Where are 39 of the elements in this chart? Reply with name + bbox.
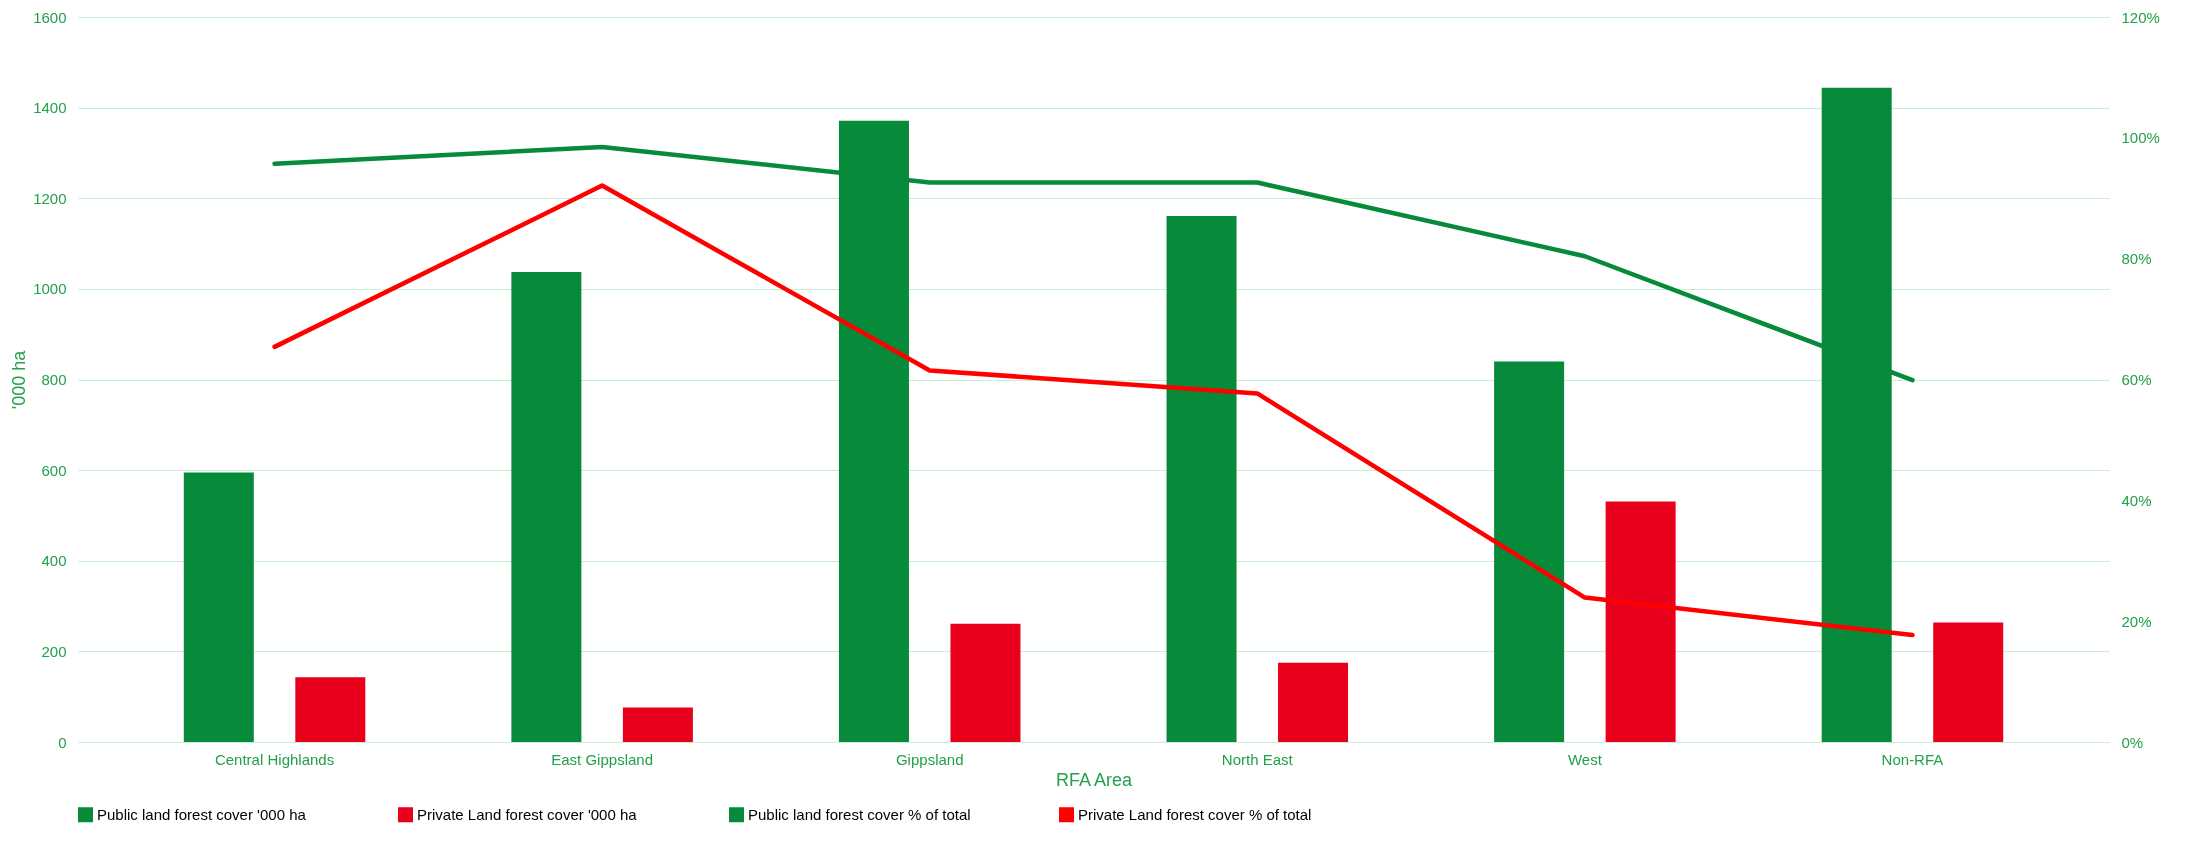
legend-label: Private Land forest cover % of total [1078, 805, 1312, 823]
bar [950, 623, 1021, 742]
y2-tick-label: 80% [2121, 250, 2152, 268]
legend-label: Public land forest cover % of total [748, 805, 971, 823]
bar [1494, 361, 1565, 742]
legend-label: Private Land forest cover '000 ha [417, 805, 638, 823]
x-tick-label: Central Highlands [214, 750, 335, 768]
y-tick-label: 1600 [33, 8, 67, 26]
x-tick-label: Gippsland [895, 750, 964, 768]
y-tick-label: 400 [41, 552, 67, 570]
y-tick-label: 600 [41, 461, 67, 479]
bar [295, 677, 366, 742]
bar [1933, 622, 2004, 742]
y2-tick-label: 120% [2121, 8, 2160, 26]
y-tick-label: 1400 [33, 99, 67, 117]
legend-label: Public land forest cover '000 ha [97, 805, 307, 823]
y2-tick-label: 20% [2121, 612, 2152, 630]
y-tick-label: 800 [41, 371, 67, 388]
bar [183, 472, 254, 742]
x-axis-title: RFA Area [1055, 769, 1134, 790]
x-tick-label: West [1567, 750, 1603, 768]
line-series [272, 183, 1915, 638]
y-tick-label: 1000 [33, 280, 67, 298]
y2-tick-label: 40% [2121, 491, 2152, 509]
y-axis-title: '000 ha [9, 349, 30, 410]
bar [1278, 662, 1349, 742]
y2-tick-label: 100% [2121, 129, 2160, 147]
bar [622, 707, 693, 742]
y-tick-label: 0 [58, 733, 67, 751]
x-tick-label: East Gippsland [551, 750, 653, 768]
x-tick-label: North East [1221, 750, 1294, 768]
bar [1605, 501, 1676, 742]
bar [1166, 215, 1237, 742]
y2-tick-label: 0% [2121, 733, 2144, 751]
y-tick-label: 200 [41, 642, 67, 660]
x-tick-label: Non-RFA [1881, 750, 1944, 768]
y2-tick-label: 60% [2121, 371, 2152, 388]
y-tick-label: 1200 [33, 189, 67, 207]
bar [511, 272, 582, 742]
